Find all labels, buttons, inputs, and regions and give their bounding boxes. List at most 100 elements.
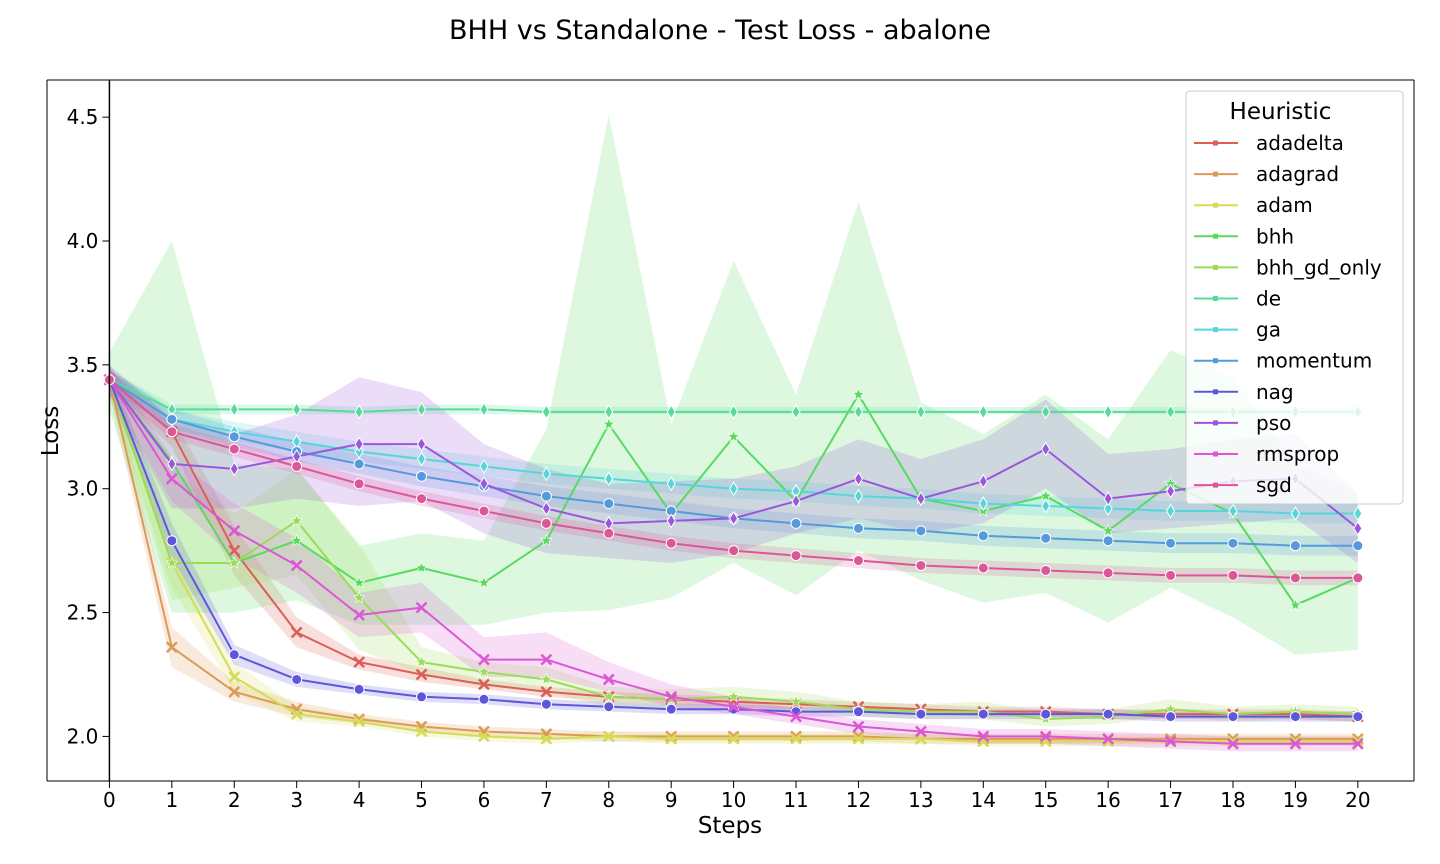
series-lines [102, 372, 1365, 750]
data-point-momentum [1227, 537, 1239, 549]
data-point-bhh [1288, 598, 1302, 611]
data-point-de [229, 401, 239, 417]
data-point-adam [852, 733, 865, 745]
data-point-rmsprop [1351, 737, 1364, 750]
data-point-momentum [1352, 540, 1364, 552]
data-point-pso [1041, 441, 1051, 457]
legend-swatch-marker [1213, 202, 1218, 208]
legend-item-ga: ga [1194, 318, 1281, 342]
data-point-nag [977, 708, 989, 720]
x-tick-label: 19 [1283, 788, 1308, 812]
data-point-momentum [228, 431, 240, 443]
data-point-nag [478, 693, 490, 705]
data-point-de [416, 401, 427, 417]
data-point-pso [853, 471, 864, 487]
legend-label: adam [1256, 193, 1313, 217]
legend-item-adadelta: adadelta [1194, 131, 1344, 155]
data-point-de [978, 404, 988, 420]
data-point-de [853, 404, 864, 420]
data-point-sgd [1289, 572, 1301, 584]
data-point-pso [541, 501, 551, 516]
data-point-nag [915, 708, 927, 720]
data-point-bhh [1101, 523, 1115, 537]
legend-item-rmsprop: rmsprop [1194, 442, 1339, 466]
legend-item-adam: adam [1194, 193, 1313, 217]
legend-swatch-marker [1213, 233, 1218, 239]
data-point-ga [416, 451, 427, 467]
x-tick-label: 6 [478, 788, 491, 812]
data-point-sgd [1227, 569, 1239, 581]
y-tick-label: 4.0 [67, 229, 99, 253]
data-point-pso [978, 473, 988, 489]
y-tick-label: 4.5 [67, 105, 99, 129]
data-point-rmsprop [1039, 730, 1052, 743]
x-tick-label: 5 [415, 788, 428, 812]
x-tick-label: 10 [721, 788, 746, 812]
data-point-adadelta [290, 626, 303, 639]
data-point-nag [353, 683, 365, 695]
data-point-ga [541, 466, 551, 482]
data-point-sgd [852, 555, 864, 567]
data-point-nag [1227, 711, 1239, 723]
data-point-rmsprop [478, 653, 490, 666]
data-point-rmsprop [1227, 737, 1239, 750]
legend-swatch-marker [1213, 171, 1218, 177]
data-point-de [354, 404, 364, 420]
data-point-momentum [790, 517, 802, 529]
data-point-nag [416, 691, 428, 703]
data-point-ga [729, 481, 739, 497]
data-point-adadelta [415, 668, 428, 681]
x-tick-label: 7 [540, 788, 553, 812]
data-point-sgd [1040, 564, 1052, 576]
data-point-sgd [1102, 567, 1114, 579]
data-point-sgd [540, 517, 552, 529]
data-point-rmsprop [665, 690, 678, 703]
data-point-momentum [166, 413, 178, 425]
data-point-ga [1103, 501, 1113, 516]
data-point-adam [228, 671, 241, 683]
legend-swatch-marker [1213, 296, 1218, 301]
data-point-momentum [416, 470, 428, 482]
data-point-ga [853, 488, 864, 504]
x-axis-title: Steps [698, 813, 762, 839]
data-point-pso [791, 493, 801, 509]
x-tick-label: 8 [602, 788, 615, 812]
data-point-de [604, 404, 614, 420]
legend-label: momentum [1256, 349, 1372, 373]
data-point-ga [1353, 506, 1363, 521]
data-point-bhh [352, 575, 366, 589]
data-point-de [1165, 404, 1176, 420]
legend-box [1185, 90, 1404, 505]
data-point-ga [1290, 506, 1300, 521]
data-point-bhh [852, 387, 865, 401]
data-point-adam [602, 730, 615, 743]
data-point-pso [666, 513, 676, 529]
data-point-momentum [852, 522, 864, 534]
data-point-pso [1353, 520, 1363, 536]
data-point-bhh_gd_only [789, 694, 803, 708]
data-point-nag [603, 701, 615, 713]
data-point-adadelta [540, 685, 553, 698]
data-point-nag [540, 698, 552, 710]
legend-label: bhh [1256, 224, 1294, 248]
data-point-sgd [291, 460, 303, 472]
data-point-momentum [540, 490, 552, 502]
legend-swatch-marker [1213, 358, 1218, 364]
confidence-band-bhh [109, 114, 1358, 655]
data-point-rmsprop [228, 524, 241, 537]
data-point-pso [229, 461, 239, 477]
data-point-ga [978, 496, 988, 512]
legend-title: Heuristic [1230, 99, 1332, 125]
data-point-momentum [1040, 532, 1052, 544]
data-point-adam [790, 733, 802, 745]
x-tick-label: 4 [353, 788, 366, 812]
data-point-bhh_gd_only [352, 590, 366, 604]
data-point-nag [1289, 711, 1301, 723]
data-point-bhh_gd_only [227, 556, 241, 569]
series-sgd [103, 374, 1364, 584]
data-point-adam [665, 733, 678, 745]
data-point-bhh [539, 533, 553, 547]
data-point-de [1103, 404, 1113, 420]
data-point-rmsprop [540, 653, 553, 666]
